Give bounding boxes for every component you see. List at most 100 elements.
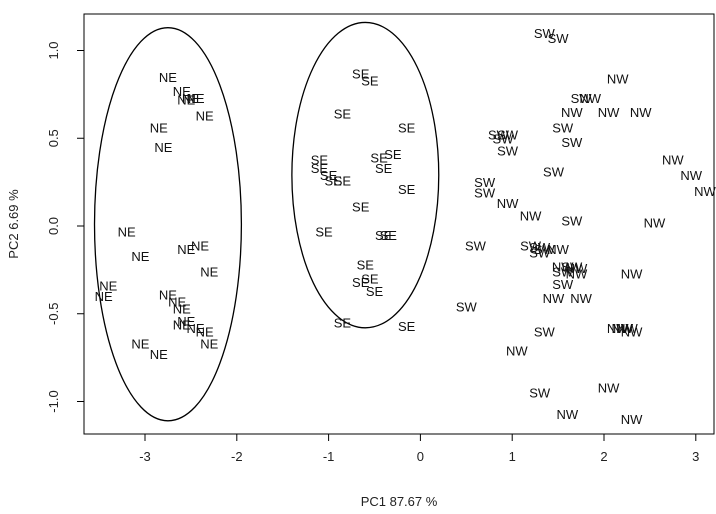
- point-nw: NW: [566, 266, 588, 281]
- point-se: SE: [380, 228, 398, 243]
- point-sw: SW: [534, 26, 556, 41]
- point-ne: NE: [173, 84, 191, 99]
- x-tick-label: -1: [323, 449, 335, 464]
- point-nw: NW: [566, 261, 588, 276]
- point-nw: NW: [621, 324, 643, 339]
- y-tick-label: -0.5: [46, 303, 61, 325]
- point-se: SE: [398, 121, 416, 136]
- point-nw: NW: [570, 291, 592, 306]
- point-ne: NE: [150, 347, 168, 362]
- point-nw: NW: [520, 208, 542, 223]
- point-sw: SW: [552, 265, 574, 280]
- point-se: SE: [315, 224, 333, 239]
- point-nw: NW: [644, 215, 666, 230]
- y-axis-title: PC2 6.69 %: [6, 189, 21, 259]
- y-axis: -1.0 -0.5 0.0 0.5 1.0: [46, 41, 84, 413]
- point-nw: NW: [612, 321, 634, 336]
- x-tick-label: 0: [417, 449, 424, 464]
- point-sw: SW: [497, 144, 519, 159]
- point-se: SE: [311, 152, 329, 167]
- point-se: SE: [334, 316, 352, 331]
- point-ne: NE: [95, 289, 113, 304]
- point-sw: SW: [456, 300, 478, 315]
- point-ne: NE: [168, 294, 186, 309]
- point-nw: NW: [561, 105, 583, 120]
- point-sw: SW: [571, 91, 593, 106]
- point-ne: NE: [177, 314, 195, 329]
- point-sw: SW: [529, 386, 551, 401]
- point-se: SE: [334, 107, 352, 122]
- point-nw: NW: [547, 242, 569, 257]
- point-se: SE: [334, 173, 352, 188]
- point-se: SE: [384, 147, 402, 162]
- point-se: SE: [352, 66, 370, 81]
- point-nw: NW: [630, 105, 652, 120]
- point-nw: NW: [598, 380, 620, 395]
- point-sw: SW: [552, 121, 574, 136]
- point-sw: SW: [474, 175, 496, 190]
- point-se: SE: [311, 161, 329, 176]
- point-nw: NW: [616, 321, 638, 336]
- point-ne: NE: [118, 224, 136, 239]
- y-tick-label: -1.0: [46, 390, 61, 412]
- point-ne: NE: [177, 93, 195, 108]
- point-ne: NE: [196, 108, 214, 123]
- point-sw: SW: [561, 214, 583, 229]
- x-tick-label: -2: [231, 449, 243, 464]
- point-nw: NW: [680, 168, 702, 183]
- point-se: SE: [352, 275, 370, 290]
- point-nw: NW: [556, 407, 578, 422]
- point-ne: NE: [131, 337, 149, 352]
- point-se: SE: [398, 182, 416, 197]
- y-tick-label: 0.0: [46, 217, 61, 235]
- point-nw: NW: [598, 105, 620, 120]
- point-ne: NE: [186, 321, 204, 336]
- point-se: SE: [361, 272, 379, 287]
- point-ne: NE: [150, 121, 168, 136]
- point-sw: SW: [548, 31, 570, 46]
- point-se: SE: [325, 173, 343, 188]
- point-sw: SW: [534, 242, 556, 257]
- point-nw: NW: [621, 266, 643, 281]
- x-axis: -3 -2 -1 0 1 2 3: [139, 434, 699, 464]
- point-nw: NW: [579, 91, 601, 106]
- point-sw: SW: [529, 240, 551, 255]
- point-nw: NW: [552, 259, 574, 274]
- x-tick-label: 3: [692, 449, 699, 464]
- point-sw: SW: [552, 277, 574, 292]
- point-ne: NE: [173, 301, 191, 316]
- point-ne: NE: [159, 70, 177, 85]
- point-sw: SW: [529, 245, 551, 260]
- point-ne: NE: [196, 324, 214, 339]
- point-se: SE: [370, 151, 388, 166]
- point-sw: SW: [488, 128, 510, 143]
- point-sw: SW: [497, 128, 519, 143]
- point-nw: NW: [497, 196, 519, 211]
- point-se: SE: [320, 168, 338, 183]
- point-sw: SW: [561, 135, 583, 150]
- point-se: SE: [366, 284, 384, 299]
- point-nw: NW: [543, 291, 565, 306]
- point-nw: NW: [662, 152, 684, 167]
- point-se: SE: [375, 228, 393, 243]
- point-ne: NE: [200, 265, 218, 280]
- point-se: SE: [375, 161, 393, 176]
- point-ne: NE: [177, 242, 195, 257]
- point-nw: NW: [694, 184, 716, 199]
- point-se: SE: [352, 200, 370, 215]
- point-sw: SW: [561, 259, 583, 274]
- point-nw: NW: [607, 72, 629, 87]
- ellipse-se: [291, 21, 440, 329]
- x-tick-label: 2: [600, 449, 607, 464]
- point-ne: NE: [186, 91, 204, 106]
- point-se: SE: [361, 73, 379, 88]
- point-sw: SW: [465, 238, 487, 253]
- point-ne: NE: [191, 238, 209, 253]
- point-ne: NE: [131, 249, 149, 264]
- point-nw: NW: [621, 412, 643, 427]
- group-ellipses: [93, 21, 440, 422]
- point-nw: NW: [506, 344, 528, 359]
- point-ne: NE: [173, 317, 191, 332]
